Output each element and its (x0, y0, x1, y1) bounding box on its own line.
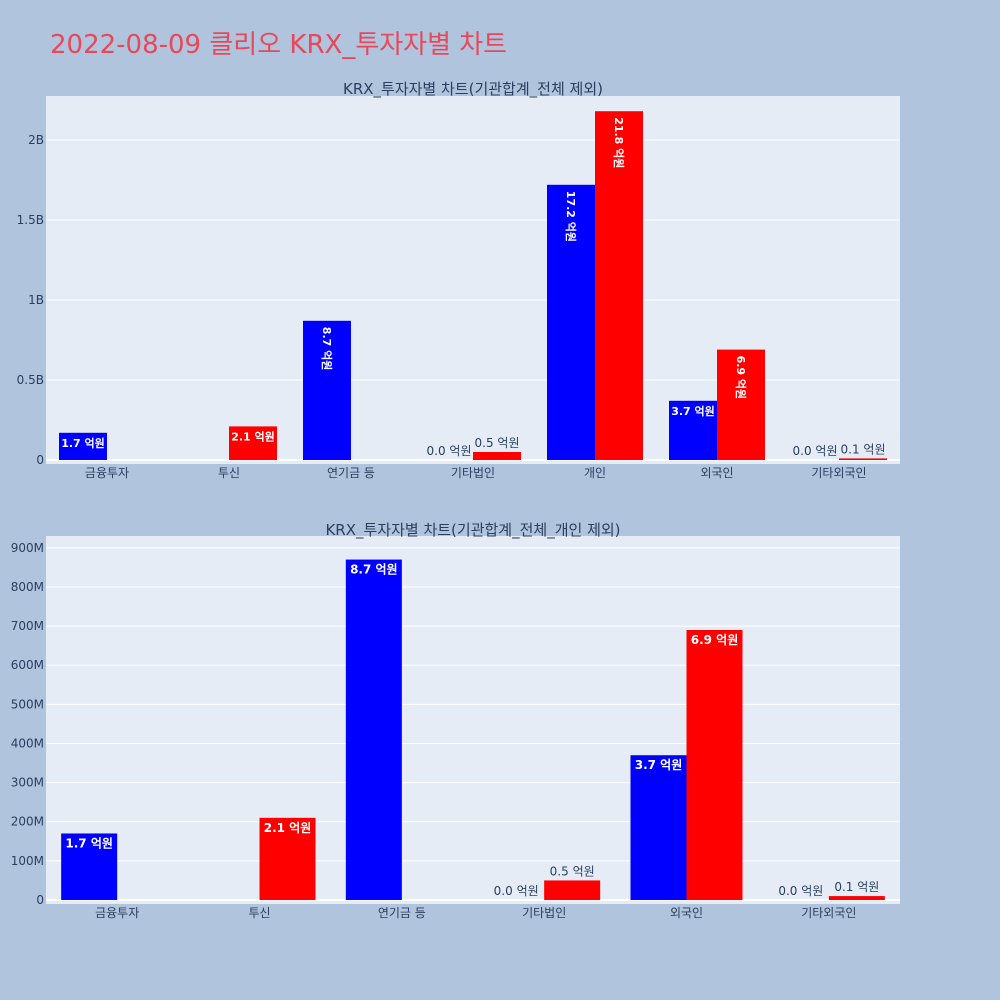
data-label: 2.1 억원 (264, 821, 312, 835)
data-label: 2.1 억원 (231, 429, 275, 443)
data-label: 0.0 억원 (793, 444, 838, 458)
x-tick-label: 연기금 등 (327, 466, 375, 480)
y-tick-label: 700M (11, 619, 44, 633)
data-label: 0.0 억원 (427, 444, 472, 458)
y-tick-label: 300M (11, 776, 44, 790)
chart-2: 0 100M 200M 300M 400M 500M 600M 700M 800M 900M KRX… (11, 521, 900, 920)
x-tick-label: 기타법인 (522, 906, 566, 920)
x-tick-label: 투신 (218, 466, 240, 480)
bar (473, 452, 521, 460)
bar (630, 755, 687, 900)
y-tick-label: 200M (11, 815, 44, 829)
bar (61, 833, 118, 900)
bar (547, 184, 595, 461)
y-tick-label: 100M (11, 854, 44, 868)
data-label: 6.9 억원 (734, 356, 748, 400)
data-label: 6.9 억원 (691, 633, 739, 647)
bar (686, 630, 743, 900)
data-label: 0.1 억원 (834, 880, 879, 894)
bar (839, 458, 887, 460)
data-label: 3.7 억원 (671, 404, 715, 418)
data-label: 0.5 억원 (550, 864, 595, 878)
y-tick-label: 2B (28, 133, 44, 147)
y-tick-label: 500M (11, 697, 44, 711)
x-tick-label: 외국인 (670, 906, 703, 920)
page-title: 2022-08-09 클리오 KRX_투자자별 차트 (50, 30, 508, 60)
data-label: 1.7 억원 (61, 436, 105, 450)
data-label: 0.0 억원 (494, 884, 539, 898)
data-label: 17.2 억원 (564, 191, 578, 242)
y-tick-label: 800M (11, 580, 44, 594)
x-tick-label: 개인 (584, 466, 606, 480)
x-tick-label: 외국인 (700, 466, 733, 480)
data-label: 1.7 억원 (65, 836, 113, 850)
bar (259, 817, 316, 900)
data-label: 0.5 억원 (475, 436, 520, 450)
bar (229, 426, 277, 460)
x-tick-label: 연기금 등 (378, 906, 426, 920)
data-label: 3.7 억원 (635, 758, 683, 772)
x-tick-label: 투신 (248, 906, 270, 920)
data-label: 8.7 억원 (320, 327, 334, 371)
bar (669, 400, 717, 460)
y-tick-label: 600M (11, 658, 44, 672)
bar (345, 559, 402, 900)
x-tick-label: 금융투자 (95, 906, 139, 920)
data-label: 21.8 억원 (612, 117, 626, 168)
x-tick-label: 기타외국인 (811, 466, 866, 480)
chart-title: KRX_투자자별 차트(기관합계_전체 제외) (343, 80, 603, 99)
y-tick-label: 0.5B (17, 373, 44, 387)
bar (828, 896, 885, 900)
bar (544, 880, 601, 900)
data-label: 0.1 억원 (841, 442, 886, 456)
y-tick-label: 400M (11, 736, 44, 750)
chart-1: 0 0.5B 1B 1.5B 2B KRX_투자자별 차트(기관합계_전체 제외) 금융투자… (17, 80, 900, 480)
bar (303, 320, 351, 460)
y-tick-label: 0 (36, 453, 44, 467)
plot-area (46, 536, 900, 904)
plot-area (46, 96, 900, 464)
bar (595, 111, 643, 460)
y-tick-label: 900M (11, 541, 44, 555)
y-tick-label: 1.5B (17, 213, 44, 227)
y-tick-label: 0 (36, 893, 44, 907)
x-tick-label: 금융투자 (85, 466, 129, 480)
data-label: 0.0 억원 (778, 884, 823, 898)
data-label: 8.7 억원 (350, 563, 398, 577)
y-tick-label: 1B (28, 293, 44, 307)
bar (59, 432, 107, 460)
x-tick-label: 기타외국인 (801, 906, 856, 920)
x-tick-label: 기타법인 (451, 466, 495, 480)
bar (717, 349, 765, 460)
chart-title: KRX_투자자별 차트(기관합계_전체_개인 제외) (325, 521, 620, 540)
